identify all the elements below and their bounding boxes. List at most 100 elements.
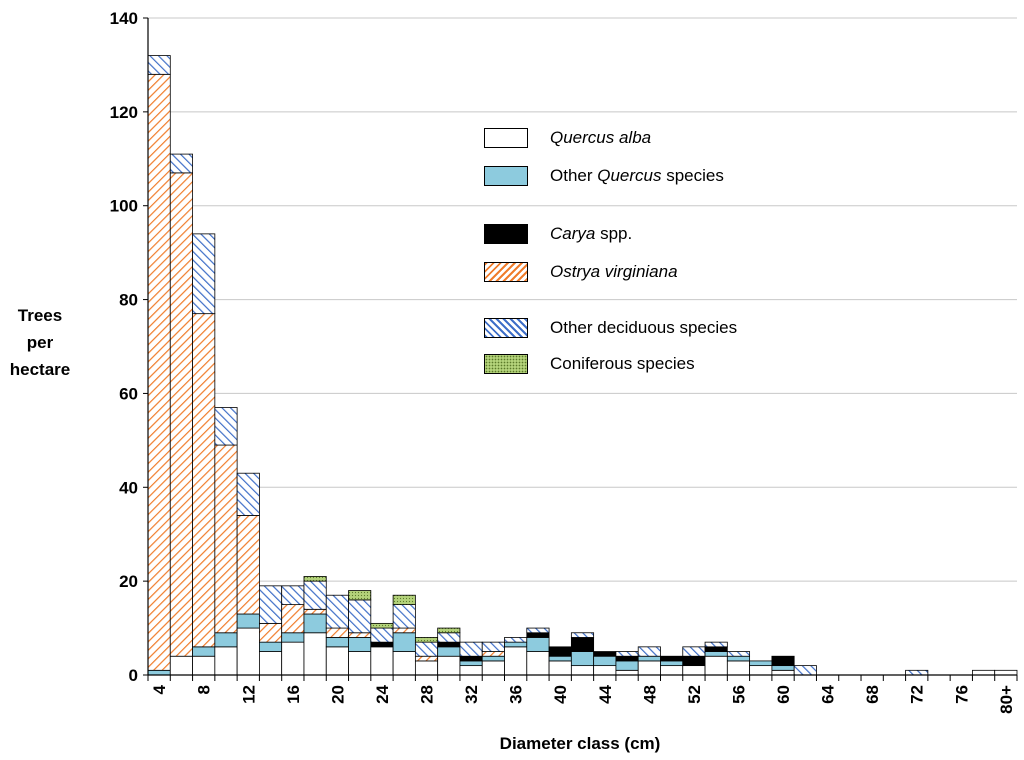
bar-segment: [637, 660, 661, 676]
bar-segment: [548, 655, 572, 662]
legend-swatch: [484, 224, 528, 244]
y-axis-title-line: hectare: [9, 360, 71, 379]
bar-segment: [281, 632, 305, 643]
axes: [143, 17, 1018, 681]
bar-segment: [637, 655, 661, 662]
bar-segment: [615, 655, 639, 662]
bar-segment: [994, 669, 1018, 676]
legend-label: Carya spp.: [550, 224, 633, 243]
bar-segment: [392, 604, 416, 629]
y-tick-label: 100: [110, 197, 138, 216]
x-tick-label: 16: [284, 685, 303, 704]
legend-item: Coniferous species: [484, 352, 695, 376]
bar-segment: [570, 665, 595, 676]
bar-segment: [325, 637, 349, 648]
bar-segment: [348, 637, 372, 652]
x-tick-label: 56: [729, 685, 748, 704]
bar-segment: [392, 594, 416, 606]
bar-segment: [281, 641, 305, 676]
bar-segment: [504, 637, 528, 643]
gridlines: [148, 17, 1017, 582]
bar-segment: [392, 632, 416, 652]
bar-segment: [481, 641, 505, 652]
bar-segment: [593, 665, 617, 676]
bar-segment: [570, 632, 595, 638]
x-tick-label: 60: [774, 685, 793, 704]
bar-segment: [615, 660, 639, 671]
bar-segment: [414, 641, 439, 657]
legend-swatch: [484, 128, 528, 148]
bar-segment: [325, 627, 349, 638]
legend-swatch: [484, 166, 528, 186]
x-tick-label: 20: [328, 685, 347, 704]
x-tick-label: 48: [640, 685, 659, 704]
bar-segment: [325, 594, 349, 629]
x-tick-label: 64: [819, 684, 838, 703]
bar-segment: [481, 655, 505, 662]
bar-segment: [437, 641, 461, 648]
bar-segment: [682, 665, 706, 676]
bar-segment: [749, 665, 773, 676]
bar-segment: [348, 651, 372, 676]
bar-segment: [504, 641, 528, 648]
x-tick-label: 44: [596, 684, 615, 703]
x-tick-label: 4: [150, 684, 169, 694]
bar-segment: [593, 651, 617, 657]
bar-segment: [905, 669, 929, 676]
y-tick-labels: 0 20 40 60 80 100 120 140: [110, 9, 138, 685]
x-tick-label: 72: [908, 685, 927, 704]
bar-segment: [704, 655, 728, 676]
bar-segment: [147, 73, 171, 671]
bar-segment: [236, 472, 260, 516]
legend-label: Coniferous species: [550, 354, 695, 373]
bar-segment: [682, 646, 706, 657]
bar-segment: [303, 576, 327, 582]
bar-segment: [214, 632, 238, 648]
x-tick-label: 80+: [997, 685, 1016, 714]
legend-swatch: [484, 354, 528, 374]
bar-segment: [392, 651, 416, 676]
bar-segment: [771, 669, 795, 676]
bar-segment: [236, 627, 260, 676]
bar-segment: [726, 655, 751, 662]
bar-segment: [481, 660, 505, 676]
y-tick-label: 140: [110, 9, 138, 28]
bar-segment: [526, 627, 550, 634]
bar-segment: [348, 632, 372, 638]
bar-segment: [370, 627, 394, 643]
bar-segment: [259, 585, 283, 624]
bar-segment: [481, 651, 505, 657]
bar-segment: [370, 646, 394, 676]
bar-segment: [214, 407, 238, 446]
bar-segment: [414, 637, 439, 643]
bar-segment: [637, 646, 661, 657]
bar-segment: [192, 233, 216, 315]
y-axis-title-line: per: [26, 333, 54, 352]
bar-segment: [726, 660, 751, 676]
y-tick-label: 20: [119, 572, 138, 591]
legend-item: Other Quercus species: [484, 164, 724, 188]
y-axis-title-line: Trees: [17, 306, 63, 325]
bar-segment: [169, 172, 193, 657]
bar-segment: [459, 660, 483, 667]
bar-segment: [303, 580, 327, 610]
bar-segment: [236, 515, 260, 615]
bar-segment: [169, 655, 193, 676]
bar-segment: [570, 637, 595, 652]
x-tick-label: 24: [373, 684, 392, 703]
bar-segment: [682, 655, 706, 667]
bar-segment: [303, 613, 327, 634]
bar-segment: [615, 669, 639, 676]
bars: [147, 55, 1018, 676]
x-tick-label: 28: [418, 685, 437, 704]
bar-segment: [459, 665, 483, 676]
bar-segment: [459, 641, 483, 657]
bar-segment: [214, 646, 238, 676]
bar-segment: [259, 651, 283, 676]
bar-segment: [548, 660, 572, 676]
bar-segment: [437, 627, 461, 634]
bar-segment: [704, 651, 728, 657]
bar-segment: [147, 55, 171, 75]
bar-segment: [749, 660, 773, 667]
legend-label: Other Quercus species: [550, 166, 724, 185]
